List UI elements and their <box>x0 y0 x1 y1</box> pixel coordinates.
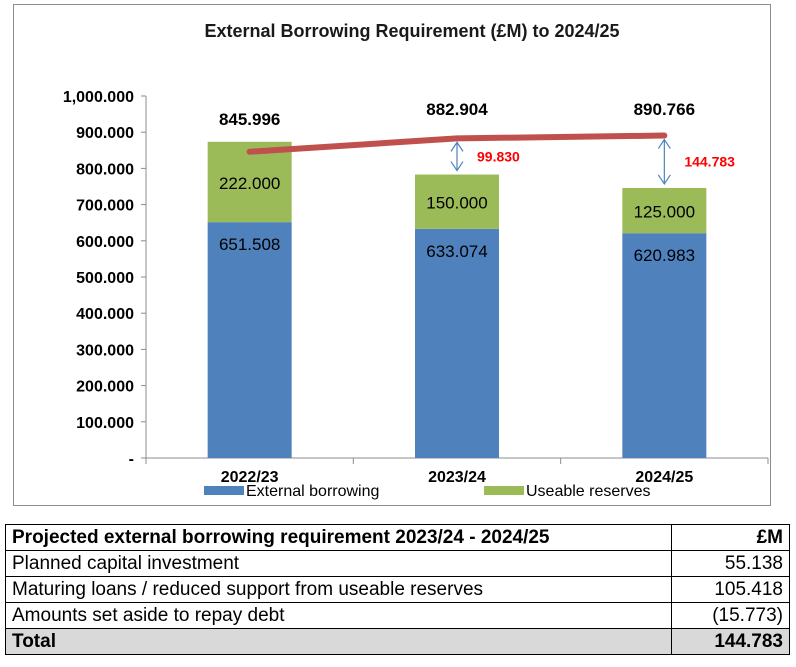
chart-title: External Borrowing Requirement (£M) to 2… <box>204 21 619 41</box>
requirement-data-label: 890.766 <box>634 100 695 119</box>
table-row-label: Planned capital investment <box>5 550 672 577</box>
bar-external-borrowing <box>207 222 292 458</box>
chart-container: External Borrowing Requirement (£M) to 2… <box>13 4 771 506</box>
gap-arrow-head-down <box>450 161 464 172</box>
gap-arrow-head-up <box>450 141 464 152</box>
bar-useable-reserves <box>622 187 707 234</box>
table-header-unit: £M <box>671 524 790 551</box>
y-tick-label: - <box>129 451 134 468</box>
y-tick-label: 1,000.000 <box>63 89 134 106</box>
bar-data-label: 222.000 <box>219 174 280 193</box>
table-row: Planned capital investment 55.138 <box>5 550 790 577</box>
table-total-label: Total <box>5 628 672 655</box>
summary-table: Projected external borrowing requirement… <box>5 524 790 655</box>
table-row: Amounts set aside to repay debt (15.773) <box>5 602 790 629</box>
y-tick-label: 600.000 <box>76 234 134 251</box>
y-tick-label: 800.000 <box>76 161 134 178</box>
bar-data-label: 651.508 <box>219 235 280 254</box>
gap-label: 99.830 <box>477 148 520 164</box>
x-tick-label: 2022/23 <box>221 469 279 486</box>
bar-external-borrowing <box>622 233 707 458</box>
table-row-label: Maturing loans / reduced support from us… <box>5 576 672 603</box>
gap-arrow-head-up <box>657 138 671 149</box>
y-tick-label: 700.000 <box>76 198 134 215</box>
x-tick-label: 2024/25 <box>635 469 693 486</box>
table-row-label: Amounts set aside to repay debt <box>5 602 672 629</box>
y-tick-label: 500.000 <box>76 270 134 287</box>
x-tick-label: 2023/24 <box>428 469 486 486</box>
gap-label: 144.783 <box>684 154 735 170</box>
bar-data-label: 633.074 <box>426 242 487 261</box>
bar-data-label: 125.000 <box>634 203 695 222</box>
table-total-row: Total 144.783 <box>5 628 790 655</box>
table-header-row: Projected external borrowing requirement… <box>5 524 790 551</box>
table-header-label: Projected external borrowing requirement… <box>5 524 672 551</box>
requirement-data-label: 882.904 <box>426 100 488 119</box>
y-tick-label: 300.000 <box>76 342 134 359</box>
table-row-value: 55.138 <box>671 550 790 577</box>
gap-arrow-head-down <box>657 174 671 186</box>
legend-swatch-useable-reserves <box>484 486 524 495</box>
y-tick-label: 200.000 <box>76 379 134 396</box>
legend-label: External borrowing <box>246 483 379 500</box>
requirement-line <box>246 132 668 155</box>
bar-data-label: 150.000 <box>426 194 487 213</box>
stacked-bar-chart: External Borrowing Requirement (£M) to 2… <box>63 21 769 500</box>
bar-data-label: 620.983 <box>634 246 695 265</box>
y-tick-label: 100.000 <box>76 415 134 432</box>
table-row-value: (15.773) <box>671 602 790 629</box>
legend-swatch-external-borrowing <box>204 486 244 495</box>
y-tick-label: 900.000 <box>76 125 134 142</box>
legend-label: Useable reserves <box>526 483 651 500</box>
table-row: Maturing loans / reduced support from us… <box>5 576 790 603</box>
y-tick-label: 400.000 <box>76 306 134 323</box>
requirement-data-label: 845.996 <box>219 110 280 129</box>
bar-useable-reserves <box>207 141 292 223</box>
bar-useable-reserves <box>415 174 499 229</box>
table-row-value: 105.418 <box>671 576 790 603</box>
bar-external-borrowing <box>415 228 499 458</box>
table-total-value: 144.783 <box>671 628 790 655</box>
